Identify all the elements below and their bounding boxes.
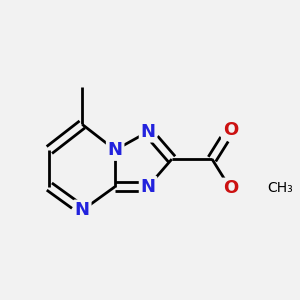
Text: O: O (223, 121, 238, 139)
Text: N: N (108, 141, 123, 159)
Text: O: O (223, 179, 238, 197)
Text: CH₃: CH₃ (267, 182, 292, 195)
Text: N: N (141, 123, 156, 141)
Text: N: N (75, 201, 90, 219)
Text: N: N (141, 178, 156, 196)
